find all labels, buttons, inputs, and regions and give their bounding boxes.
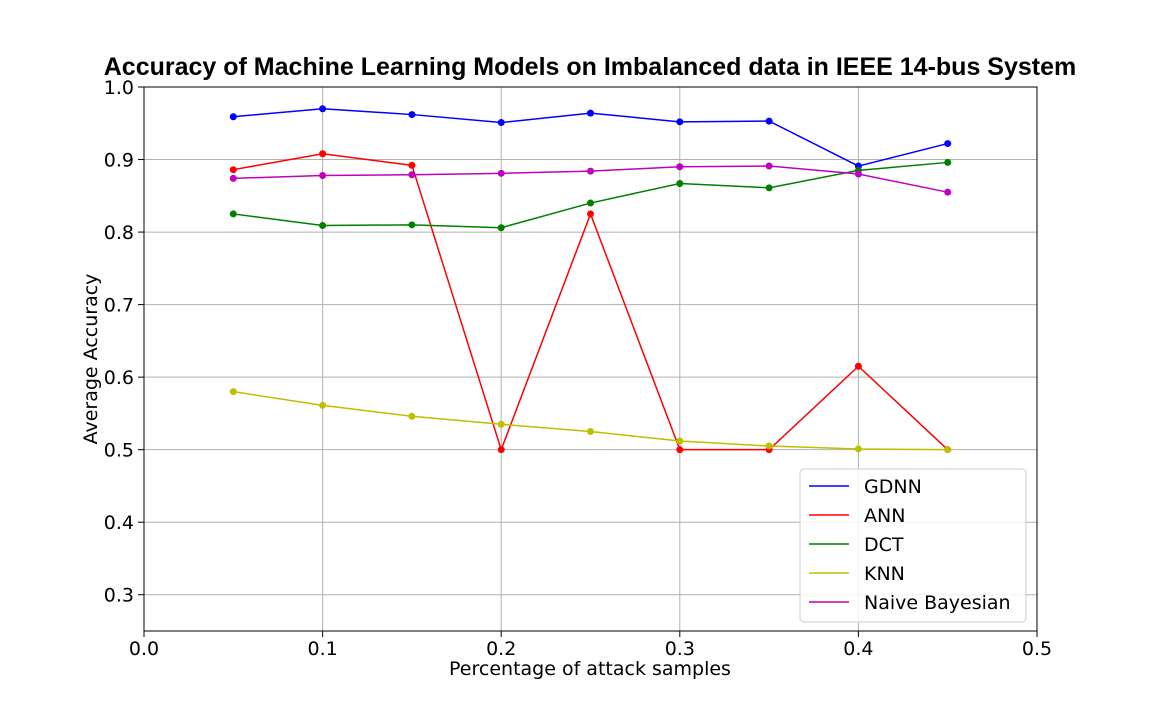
y-tick-label: 0.6 <box>104 367 134 389</box>
x-tick-label: 0.4 <box>843 638 873 660</box>
dct-point <box>676 179 684 187</box>
chart-title: Accuracy of Machine Learning Models on I… <box>104 53 1077 81</box>
y-tick-label: 0.9 <box>104 150 134 172</box>
legend-label-naive-bayesian: Naive Bayesian <box>864 592 1011 614</box>
dct-point <box>229 210 237 218</box>
x-tick-label: 0.1 <box>307 638 337 660</box>
naive-bayesian-point <box>229 174 237 182</box>
ann-point <box>408 161 416 169</box>
knn-point <box>765 442 773 450</box>
x-tick-label: 0.5 <box>1022 638 1052 660</box>
plot-area-frame <box>143 86 1038 632</box>
y-tick-label: 0.4 <box>104 512 134 534</box>
y-tick-label: 0.5 <box>104 440 134 462</box>
y-tick-label: 1.0 <box>104 77 134 99</box>
knn-point <box>319 401 327 409</box>
series-naive-bayesian <box>229 162 952 196</box>
dct-point <box>944 158 952 166</box>
ann-point <box>676 446 684 454</box>
ann-point <box>587 210 594 218</box>
ann-point <box>854 362 862 370</box>
gdnn-point <box>765 117 773 125</box>
series-knn <box>229 388 952 454</box>
knn-point <box>229 388 237 396</box>
ann-point <box>229 166 237 174</box>
dct-point <box>765 184 773 192</box>
naive-bayesian-point <box>497 169 505 177</box>
legend: GDNN ANN DCT KNN Naive Bayesian <box>799 468 1027 623</box>
x-tick-label: 0.2 <box>486 638 516 660</box>
naive-bayesian-point <box>765 162 773 170</box>
gdnn-point <box>408 111 416 119</box>
gdnn-point <box>319 105 327 113</box>
knn-point <box>944 446 952 454</box>
legend-box <box>799 468 1027 623</box>
y-tick-label: 0.7 <box>104 295 134 317</box>
dct-point <box>319 222 327 230</box>
gdnn-line <box>233 108 948 167</box>
knn-point <box>854 445 862 453</box>
ann-line <box>233 152 949 452</box>
dct-point <box>497 224 505 232</box>
knn-point <box>676 437 684 445</box>
gdnn-point <box>497 119 505 127</box>
ann-point <box>497 446 505 454</box>
legend-label-dct: DCT <box>864 534 904 556</box>
x-axis-label: Percentage of attack samples <box>449 658 731 680</box>
naive-bayesian-point <box>587 167 594 175</box>
legend-label-gdnn: GDNN <box>864 476 922 498</box>
knn-line <box>233 390 948 451</box>
legend-label-ann: ANN <box>864 505 905 527</box>
y-tick-label: 0.3 <box>104 585 134 607</box>
x-tick-label: 0.0 <box>129 638 159 660</box>
naive-bayesian-point <box>408 171 416 179</box>
y-axis-ticks: 0.3 0.4 0.5 0.6 0.7 0.8 0.9 1.0 <box>104 77 144 607</box>
naive-bayesian-point <box>676 163 684 171</box>
gdnn-point <box>587 109 594 117</box>
legend-label-knn: KNN <box>864 563 905 585</box>
series-gdnn <box>229 105 952 170</box>
y-axis-label: Average Accuracy <box>80 274 102 445</box>
x-axis-ticks: 0.0 0.1 0.2 0.3 0.4 0.5 <box>129 631 1052 660</box>
dct-point <box>587 199 594 207</box>
naive-bayesian-point <box>319 171 327 179</box>
knn-point <box>497 420 505 428</box>
gdnn-point <box>229 113 237 121</box>
y-tick-label: 0.8 <box>104 222 134 244</box>
series-layer <box>229 105 952 454</box>
dct-point <box>408 221 416 229</box>
knn-point <box>408 412 416 420</box>
gdnn-point <box>944 140 952 148</box>
naive-bayesian-point <box>854 170 862 178</box>
knn-point <box>587 428 594 436</box>
naive-bayesian-point <box>944 188 952 196</box>
gdnn-point <box>676 118 684 126</box>
ann-point <box>319 150 327 158</box>
x-tick-label: 0.3 <box>665 638 695 660</box>
